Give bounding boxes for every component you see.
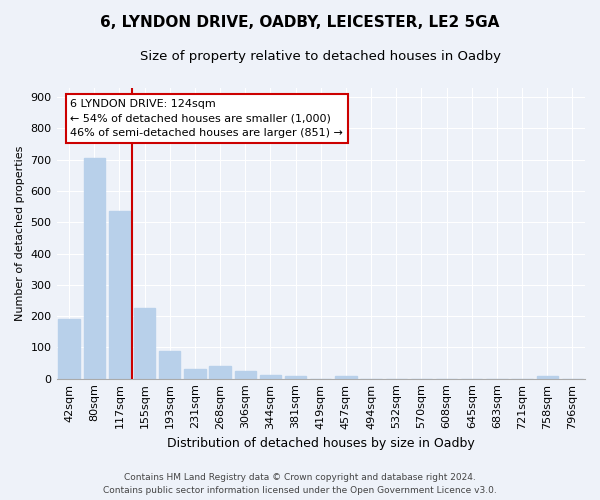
Bar bbox=[184, 370, 206, 378]
Title: Size of property relative to detached houses in Oadby: Size of property relative to detached ho… bbox=[140, 50, 501, 63]
Y-axis label: Number of detached properties: Number of detached properties bbox=[15, 146, 25, 321]
Text: 6, LYNDON DRIVE, OADBY, LEICESTER, LE2 5GA: 6, LYNDON DRIVE, OADBY, LEICESTER, LE2 5… bbox=[100, 15, 500, 30]
Bar bbox=[58, 319, 80, 378]
Bar bbox=[260, 375, 281, 378]
Bar bbox=[209, 366, 231, 378]
Bar bbox=[536, 376, 558, 378]
Bar bbox=[335, 376, 356, 378]
Bar bbox=[159, 350, 181, 378]
Text: Contains HM Land Registry data © Crown copyright and database right 2024.
Contai: Contains HM Land Registry data © Crown c… bbox=[103, 474, 497, 495]
Bar bbox=[134, 308, 155, 378]
X-axis label: Distribution of detached houses by size in Oadby: Distribution of detached houses by size … bbox=[167, 437, 475, 450]
Bar bbox=[285, 376, 307, 378]
Bar bbox=[83, 158, 105, 378]
Bar bbox=[109, 210, 130, 378]
Bar bbox=[235, 371, 256, 378]
Text: 6 LYNDON DRIVE: 124sqm
← 54% of detached houses are smaller (1,000)
46% of semi-: 6 LYNDON DRIVE: 124sqm ← 54% of detached… bbox=[70, 98, 343, 138]
